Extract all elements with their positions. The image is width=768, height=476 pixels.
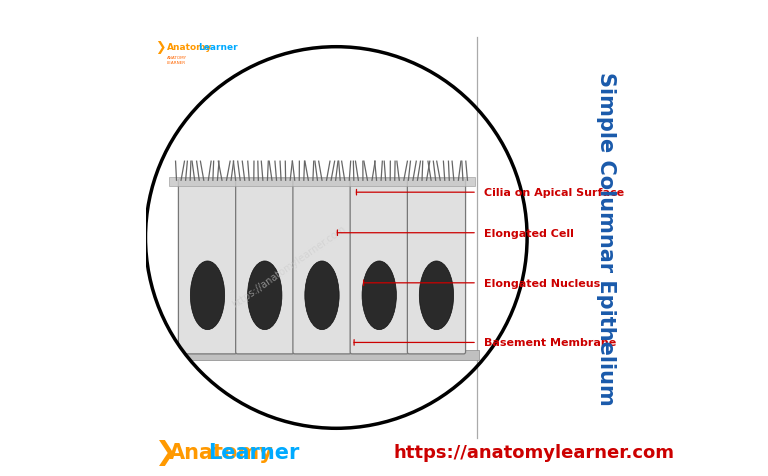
Circle shape [145,48,527,428]
Text: Anatomy: Anatomy [170,442,274,462]
FancyBboxPatch shape [407,179,465,354]
Text: Elongated Cell: Elongated Cell [484,228,574,238]
Text: https://anatomylearner.com: https://anatomylearner.com [393,443,674,461]
Text: ANATOMY
LEARNER: ANATOMY LEARNER [167,56,187,65]
Text: Learner: Learner [208,442,299,462]
Text: ❯: ❯ [155,41,166,54]
Circle shape [145,48,527,428]
FancyBboxPatch shape [350,179,409,354]
FancyBboxPatch shape [178,179,237,354]
Ellipse shape [362,261,396,330]
Ellipse shape [305,261,339,330]
Text: Elongated Nucleus: Elongated Nucleus [484,278,601,288]
Bar [170,178,475,187]
Text: Basement Membrane: Basement Membrane [484,338,617,347]
Ellipse shape [190,261,225,330]
FancyBboxPatch shape [293,179,351,354]
Ellipse shape [419,261,454,330]
Text: Cilia on Apical Surface: Cilia on Apical Surface [484,188,624,198]
Bar [164,350,479,360]
Text: https://anatomylearner.com: https://anatomylearner.com [230,224,347,309]
Text: Learner: Learner [198,43,237,52]
Text: Anatomy: Anatomy [167,43,212,52]
Text: Simple Columnar Epithelium: Simple Columnar Epithelium [596,71,616,405]
Ellipse shape [247,261,282,330]
FancyBboxPatch shape [236,179,294,354]
Text: ❯: ❯ [155,439,177,465]
